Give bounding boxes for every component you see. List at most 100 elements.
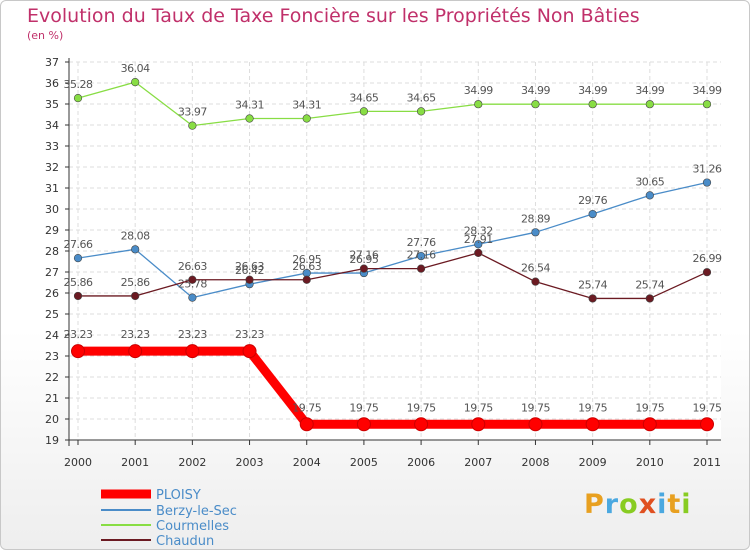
y-tick-label: 24 <box>45 329 59 342</box>
data-label-courmelles: 34.99 <box>693 84 722 97</box>
data-point-courmelles <box>359 107 369 116</box>
x-tick-label: 2008 <box>521 456 549 469</box>
x-tick-label: 2001 <box>121 456 149 469</box>
data-point-chaudun <box>645 294 654 303</box>
x-tick-label: 2003 <box>236 456 264 469</box>
data-label-chaudun: 27.16 <box>349 249 378 262</box>
data-point-chaudun <box>245 275 254 284</box>
y-tick-label: 27 <box>45 266 59 279</box>
y-tick-label: 33 <box>45 140 59 153</box>
data-point-chaudun <box>474 248 483 257</box>
data-label-berzy-le-sec: 26.95 <box>349 253 378 266</box>
series-line-courmelles <box>77 81 707 127</box>
data-label-ploisy: 19.75 <box>464 401 493 414</box>
data-point-courmelles <box>702 100 712 109</box>
data-point-courmelles <box>645 100 654 109</box>
y-tick-label: 21 <box>45 392 59 405</box>
legend-label-berzy-le-sec: Berzy-le-Sec <box>156 504 237 519</box>
y-tick-label: 31 <box>45 182 59 195</box>
data-label-ploisy: 19.75 <box>407 401 436 414</box>
data-point-ploisy <box>71 344 85 359</box>
data-label-berzy-le-sec: 28.08 <box>121 229 150 242</box>
proxiti-logo: Proxiti <box>584 489 692 520</box>
data-point-berzy-le-sec <box>702 178 712 187</box>
data-point-courmelles <box>245 114 254 123</box>
x-tick-label: 2006 <box>407 456 435 469</box>
y-tick-label: 37 <box>45 56 59 69</box>
data-point-chaudun <box>359 264 369 273</box>
y-tick-label: 23 <box>45 350 59 363</box>
data-point-courmelles <box>531 100 540 109</box>
data-point-chaudun <box>131 291 140 301</box>
y-tick-label: 26 <box>45 287 59 300</box>
y-tick-label: 35 <box>45 98 59 111</box>
data-label-courmelles: 34.65 <box>407 91 436 104</box>
series-line-ploisy <box>78 346 707 429</box>
data-label-berzy-le-sec: 27.66 <box>64 238 93 251</box>
data-point-chaudun <box>531 277 540 286</box>
data-label-ploisy: 19.75 <box>349 401 378 414</box>
legend-label-chaudun: Chaudun <box>156 534 214 549</box>
data-point-courmelles <box>188 121 197 130</box>
legend-label-ploisy: PLOISY <box>156 488 201 503</box>
series-line-berzy-le-sec <box>77 181 708 299</box>
y-tick-label: 36 <box>45 77 59 90</box>
data-point-ploisy <box>128 344 143 359</box>
data-label-chaudun: 25.86 <box>64 276 93 289</box>
x-tick-label: 2002 <box>178 456 206 469</box>
data-point-berzy-le-sec <box>73 254 83 263</box>
data-point-ploisy <box>528 417 543 432</box>
data-label-chaudun: 26.54 <box>521 262 550 275</box>
data-point-chaudun <box>416 264 426 273</box>
data-point-berzy-le-sec <box>588 209 597 219</box>
data-label-courmelles: 34.99 <box>521 84 550 97</box>
data-point-courmelles <box>474 100 483 109</box>
data-point-chaudun <box>588 294 597 303</box>
data-label-berzy-le-sec: 28.32 <box>464 224 493 237</box>
data-label-berzy-le-sec: 26.95 <box>292 253 321 266</box>
y-tick-label: 30 <box>45 203 59 216</box>
data-label-chaudun: 25.74 <box>578 278 607 291</box>
data-label-chaudun: 26.99 <box>693 252 722 265</box>
data-point-ploisy <box>356 417 371 432</box>
data-label-berzy-le-sec: 30.65 <box>635 175 664 188</box>
data-point-chaudun <box>702 268 712 277</box>
data-point-chaudun <box>188 275 197 284</box>
data-label-courmelles: 34.99 <box>464 84 493 97</box>
data-label-chaudun: 26.63 <box>178 260 207 273</box>
chart-title: Evolution du Taux de Taxe Foncière sur l… <box>27 5 640 27</box>
data-point-courmelles <box>588 100 597 109</box>
data-point-berzy-le-sec <box>416 251 426 261</box>
x-tick-label: 2000 <box>64 456 92 469</box>
y-tick-label: 25 <box>45 308 59 321</box>
data-label-berzy-le-sec: 27.76 <box>407 236 436 249</box>
data-label-courmelles: 34.65 <box>349 91 378 104</box>
x-tick-label: 2011 <box>693 456 721 469</box>
data-label-ploisy: 19.75 <box>635 401 664 414</box>
data-point-berzy-le-sec <box>131 245 140 254</box>
data-label-courmelles: 35.28 <box>64 78 93 91</box>
data-point-berzy-le-sec <box>188 293 197 302</box>
data-point-ploisy <box>242 344 257 359</box>
data-label-courmelles: 34.31 <box>292 98 321 111</box>
chart-unit-label: (en %) <box>27 29 64 42</box>
x-tick-label: 2005 <box>350 456 378 469</box>
data-label-ploisy: 23.23 <box>235 328 264 341</box>
data-label-chaudun: 26.63 <box>292 260 321 273</box>
data-point-chaudun <box>73 291 83 301</box>
data-point-chaudun <box>302 275 311 284</box>
data-point-berzy-le-sec <box>531 228 540 237</box>
data-point-ploisy <box>642 417 657 432</box>
data-label-courmelles: 34.99 <box>578 84 607 97</box>
data-label-courmelles: 34.31 <box>235 98 264 111</box>
data-label-berzy-le-sec: 25.78 <box>178 278 207 291</box>
data-point-ploisy <box>299 417 314 432</box>
y-tick-label: 28 <box>45 245 59 258</box>
data-label-berzy-le-sec: 29.76 <box>578 194 607 207</box>
data-point-courmelles <box>131 78 140 87</box>
data-point-ploisy <box>700 417 714 432</box>
legend-label-courmelles: Courmelles <box>156 519 229 534</box>
data-point-ploisy <box>471 417 486 432</box>
